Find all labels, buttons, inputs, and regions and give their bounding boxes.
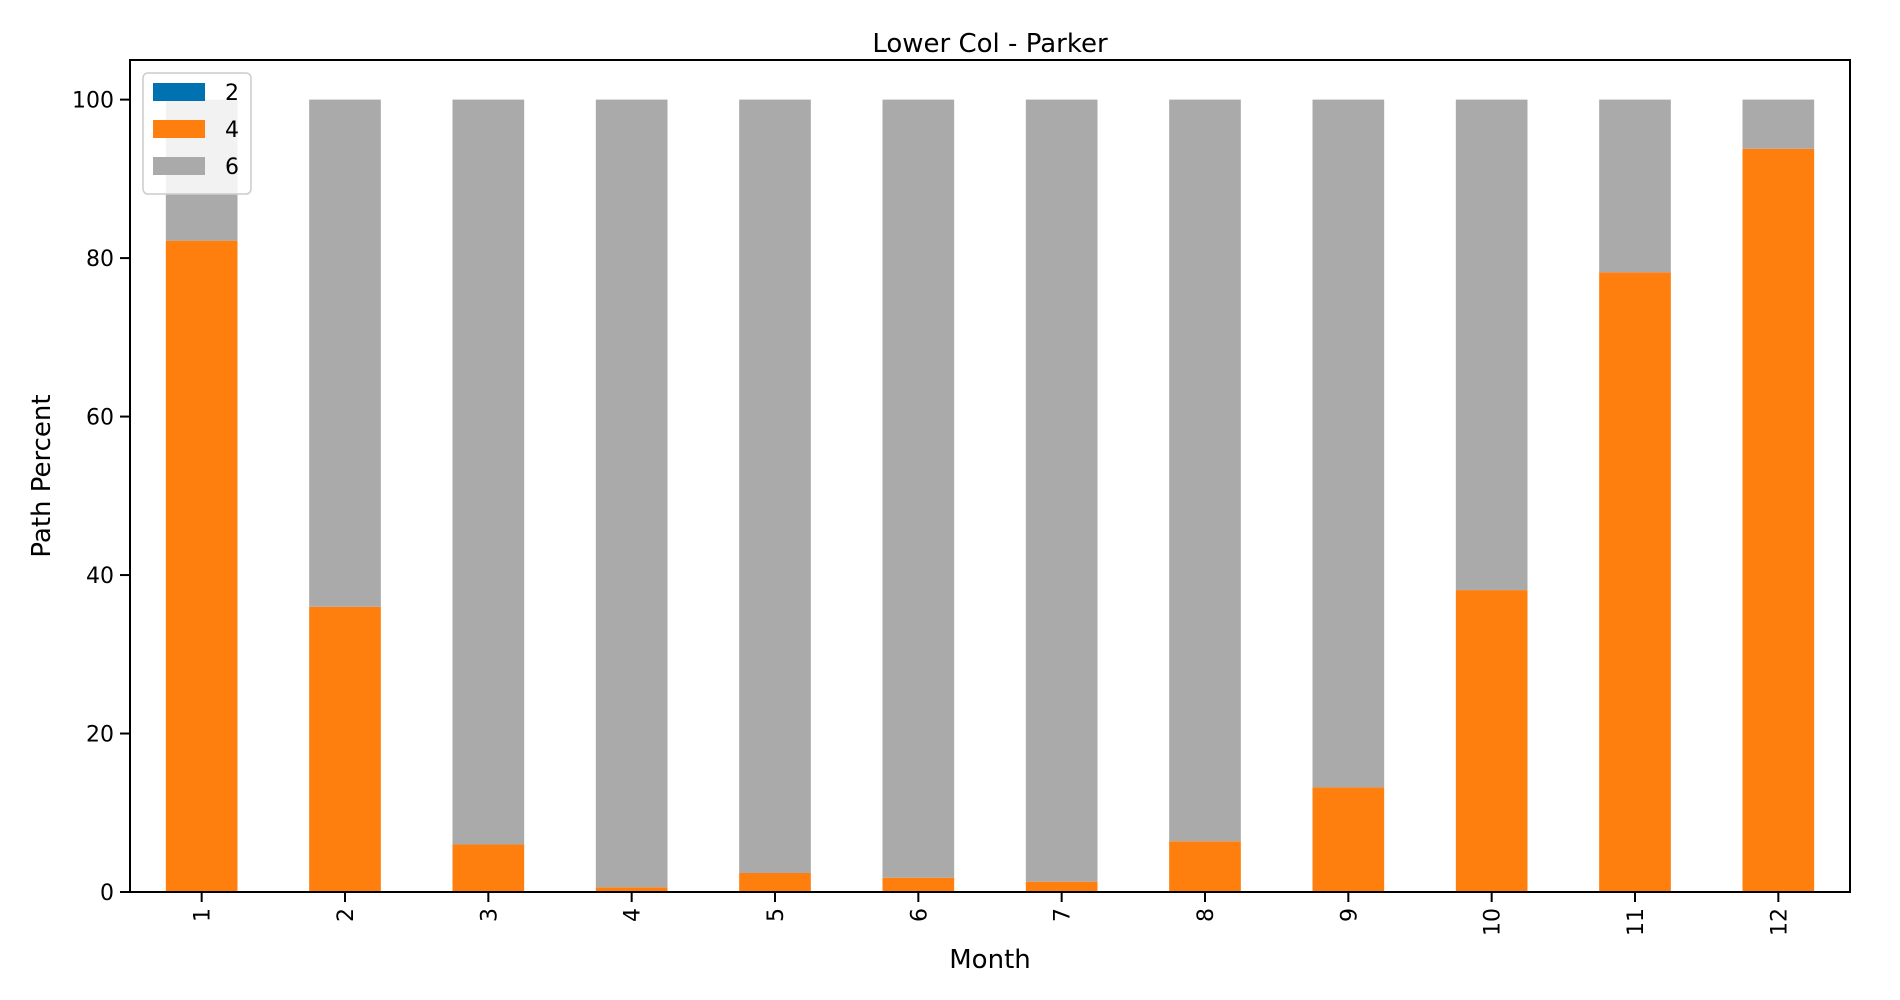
bar-series-6-month-6: [882, 99, 955, 878]
bar-series-4-month-6: [882, 877, 955, 892]
chart-title: Lower Col - Parker: [872, 29, 1108, 59]
bar-series-4-month-12: [1742, 148, 1815, 892]
y-tick-label: 0: [100, 881, 114, 906]
bar-series-4-month-10: [1455, 590, 1528, 892]
x-tick-label: 11: [1624, 908, 1649, 936]
bar-series-4-month-2: [309, 606, 381, 892]
x-tick-label: 9: [1337, 908, 1362, 922]
y-tick-label: 40: [86, 564, 114, 589]
bar-series-6-month-11: [1599, 99, 1671, 273]
bar-series-6-month-8: [1169, 99, 1241, 842]
y-tick-label: 60: [86, 406, 114, 431]
y-tick-label: 80: [86, 247, 114, 272]
x-tick-label: 7: [1051, 908, 1076, 922]
bars-layer: [165, 99, 1815, 893]
bar-series-6-month-9: [1312, 99, 1385, 788]
x-tick-label: 3: [477, 908, 502, 922]
y-axis: 0 20 40 60 80 100: [72, 89, 130, 906]
bar-series-6-month-5: [739, 99, 811, 873]
legend-label-4: 4: [225, 118, 239, 143]
y-tick-label: 20: [86, 723, 114, 748]
bar-series-6-month-10: [1455, 99, 1528, 591]
legend-swatch-2: [153, 83, 205, 101]
bar-series-4-month-7: [1025, 881, 1098, 892]
plot-frame: [129, 59, 1851, 893]
bar-series-4-month-1: [165, 240, 238, 893]
x-tick-label: 1: [191, 908, 216, 922]
legend-swatch-4: [153, 120, 205, 138]
x-axis-label: Month: [949, 945, 1031, 975]
legend-swatch-6: [153, 157, 205, 175]
bar-series-6-month-7: [1025, 99, 1098, 882]
x-tick-label: 6: [907, 908, 932, 922]
bar-series-4-month-8: [1169, 841, 1241, 892]
x-tick-label: 12: [1767, 908, 1792, 936]
x-tick-label: 8: [1194, 908, 1219, 922]
legend-label-6: 6: [225, 155, 239, 180]
x-tick-label: 4: [621, 908, 646, 922]
bar-series-4-month-9: [1312, 787, 1385, 892]
bar-series-6-month-12: [1742, 99, 1815, 149]
bar-series-4-month-4: [595, 887, 668, 892]
legend: 2 4 6: [142, 72, 252, 195]
bar-series-4-month-3: [452, 844, 525, 892]
bar-series-4-month-5: [739, 872, 811, 892]
bar-series-6-month-2: [309, 99, 381, 607]
bar-series-6-month-4: [595, 99, 668, 888]
x-tick-label: 10: [1481, 908, 1506, 936]
bar-series-6-month-3: [452, 99, 525, 845]
y-axis-label: Path Percent: [27, 394, 57, 557]
x-axis: 1 2 3 4 5 6 7 8 9 10 11 12: [191, 892, 1792, 936]
x-tick-label: 5: [764, 908, 789, 922]
bar-series-4-month-11: [1599, 272, 1671, 892]
legend-label-2: 2: [225, 81, 239, 106]
y-tick-label: 100: [72, 89, 114, 114]
x-tick-label: 2: [334, 908, 359, 922]
